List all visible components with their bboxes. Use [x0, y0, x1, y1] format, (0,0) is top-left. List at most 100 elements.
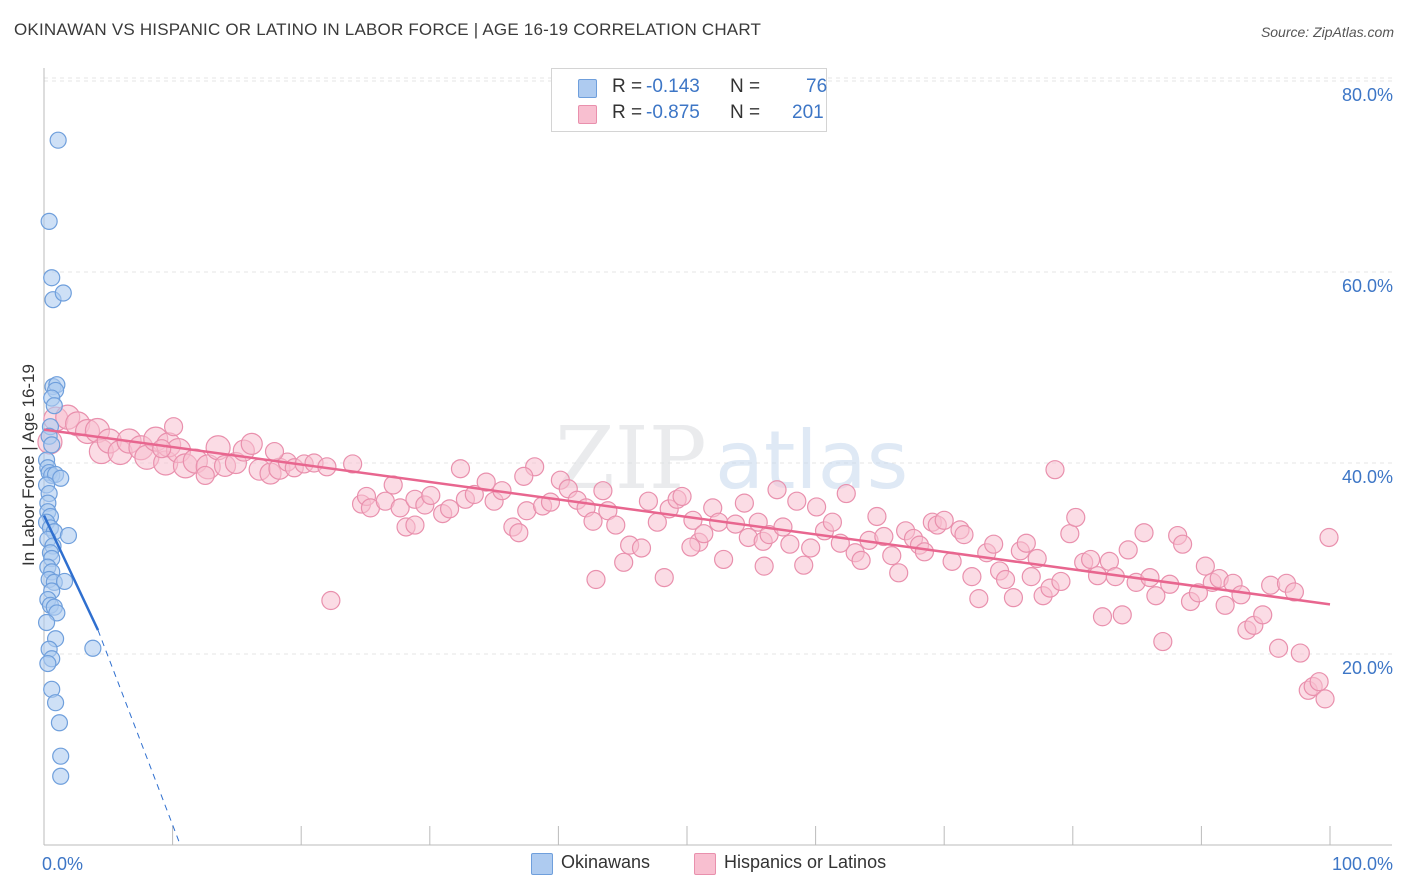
hispanic-point — [822, 512, 843, 532]
hispanic-point — [514, 466, 534, 486]
y-axis-label: In Labor Force | Age 16-19 — [19, 364, 38, 566]
hispanic-point — [914, 542, 935, 562]
hispanic-point — [1284, 582, 1304, 602]
hispanic-point — [654, 567, 674, 588]
hispanic-point — [1195, 556, 1215, 576]
hispanic-point — [1290, 643, 1310, 663]
okinawan-points — [37, 131, 102, 785]
hispanic-point — [450, 459, 471, 479]
legend-label: Okinawans — [561, 852, 651, 872]
y-tick-label: 60.0% — [1342, 276, 1393, 296]
okinawan-point — [52, 747, 70, 765]
hispanic-point — [1153, 631, 1173, 652]
hispanic-point — [1140, 567, 1160, 588]
okinawan-point — [59, 526, 78, 545]
okinawan-point — [37, 613, 56, 632]
hispanic-point — [509, 523, 529, 543]
hispanic-point — [631, 538, 652, 558]
hispanic-point — [934, 510, 954, 530]
hispanic-point — [787, 491, 807, 511]
legend-r-label: R = — [612, 76, 643, 97]
hispanic-point — [1315, 689, 1335, 709]
hispanic-point — [439, 499, 460, 519]
hispanic-point — [984, 534, 1004, 554]
legend-label: Hispanics or Latinos — [724, 852, 887, 872]
hispanic-point — [1231, 585, 1251, 605]
hispanic-point — [694, 524, 714, 544]
chart-title: OKINAWAN VS HISPANIC OR LATINO IN LABOR … — [14, 20, 762, 39]
hispanic-point — [734, 493, 754, 513]
correlation-legend: R = -0.143 N = 76 R = -0.875 N = 201 — [551, 68, 827, 132]
hispanic-points — [37, 404, 1339, 709]
okinawan-point — [43, 436, 61, 454]
hispanic-point — [1092, 607, 1113, 627]
okinawan-point — [55, 572, 74, 591]
hispanic-point — [1016, 533, 1036, 553]
hispanic-point — [962, 567, 982, 587]
hispanic-point — [889, 563, 909, 583]
okinawan-point — [54, 284, 72, 302]
hispanic-point — [801, 538, 821, 558]
hispanic-point — [683, 510, 703, 530]
hispanic-point — [780, 534, 800, 554]
legend-n-label: N = — [730, 102, 761, 123]
hispanic-point — [540, 492, 561, 512]
hispanic-point — [1060, 524, 1080, 544]
okinawan-point — [52, 469, 70, 487]
hispanic-point — [1215, 595, 1235, 615]
hispanic-point — [152, 439, 172, 459]
y-tick-label: 80.0% — [1342, 85, 1393, 105]
hispanic-point — [195, 465, 215, 486]
hispanic-point — [851, 550, 871, 571]
hispanic-point — [1021, 567, 1041, 587]
hispanic-point — [1003, 588, 1024, 608]
hispanic-point — [583, 511, 603, 531]
hispanic-point — [593, 481, 613, 501]
hispanic-point — [1134, 523, 1154, 543]
hispanic-point — [638, 491, 659, 511]
legend-r-value: -0.875 — [646, 102, 700, 123]
hispanic-point — [1309, 672, 1329, 692]
hispanic-point — [767, 480, 787, 500]
hispanic-point — [464, 484, 484, 505]
okinawan-point — [40, 212, 58, 230]
hispanic-point — [1173, 534, 1193, 554]
legend-swatch-pink — [694, 853, 716, 875]
okinawan-point — [84, 639, 102, 657]
grid-lines — [44, 77, 1392, 655]
okinawan-point — [46, 694, 65, 712]
hispanic-point — [517, 501, 537, 521]
okinawan-point — [52, 767, 70, 785]
legend-n-value: 76 — [806, 76, 828, 97]
okinawan-trendline — [42, 514, 100, 631]
hispanic-point — [606, 515, 626, 535]
hispanic-point — [874, 526, 894, 547]
hispanic-point — [954, 525, 974, 545]
hispanic-point — [1087, 566, 1108, 586]
hispanic-point — [163, 417, 184, 437]
hispanic-point — [773, 517, 793, 537]
hispanic-point — [1051, 571, 1071, 592]
okinawan-trendline-extension — [97, 629, 181, 846]
hispanic-point — [1045, 460, 1065, 480]
hispanic-trendline — [43, 428, 1331, 606]
watermark-atlas: atlas — [715, 414, 908, 507]
hispanic-point — [681, 537, 701, 557]
hispanic-point — [264, 441, 285, 462]
hispanic-point — [836, 483, 856, 504]
hispanic-point — [1081, 549, 1101, 570]
hispanic-point — [614, 552, 634, 572]
hispanic-point — [995, 569, 1016, 590]
x-tick-label: 0.0% — [42, 854, 83, 874]
tick-labels: 20.0% 40.0% 60.0% 80.0% 0.0% 100.0% — [42, 85, 1393, 874]
hispanic-point — [1118, 540, 1138, 560]
hispanic-point — [405, 515, 425, 535]
hispanic-point — [1261, 575, 1281, 595]
source-label: Source: ZipAtlas.com — [1260, 24, 1394, 40]
legend-swatch-blue — [531, 853, 553, 875]
hispanic-point — [672, 486, 692, 507]
hispanic-point — [714, 549, 734, 570]
legend-swatch-blue — [578, 79, 597, 98]
hispanic-point — [421, 485, 441, 506]
